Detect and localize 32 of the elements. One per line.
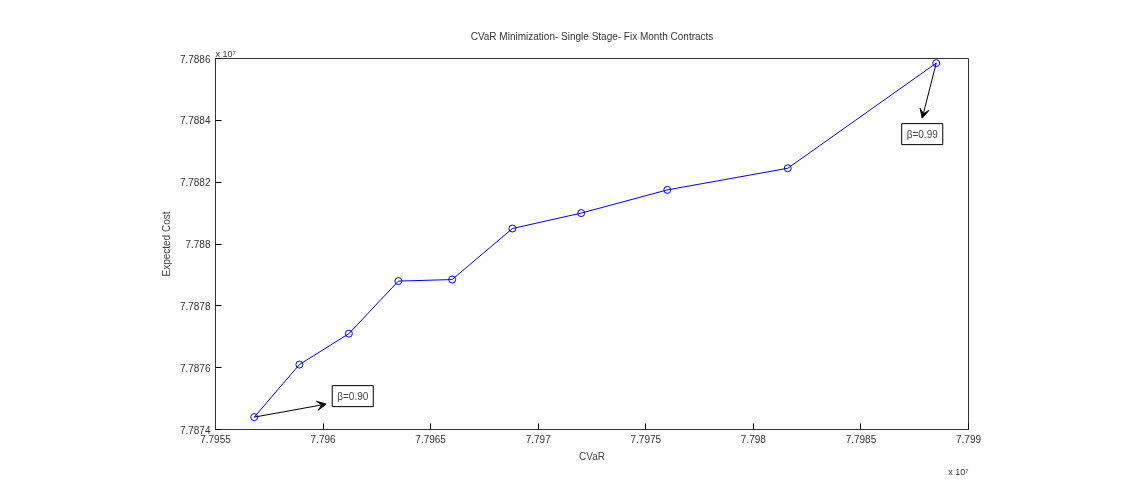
y-tick-label: 7.788	[185, 239, 211, 250]
point	[394, 277, 403, 286]
y-tick-label: 7.7886	[179, 53, 211, 65]
point	[932, 59, 941, 68]
y-tick-label: 7.7874	[179, 424, 211, 436]
y-tick-label: 7.7878	[179, 300, 211, 312]
text: x 10⁷	[948, 466, 969, 477]
x-axis-title: CVaR	[579, 450, 605, 462]
x-tick-label: 7.7965	[415, 433, 447, 445]
y-tick-label: 7.7882	[179, 177, 211, 189]
y-tick-label: 7.7876	[179, 362, 211, 374]
point	[663, 185, 672, 194]
chart-title: CVaR Minimization- Single Stage- Fix Month Contracts	[470, 30, 714, 42]
x-tick-label: 7.799	[955, 433, 982, 445]
text: x 10⁷	[215, 48, 236, 59]
x-tick-label: 7.798	[740, 433, 767, 445]
y-axis-title: Expected Cost	[160, 211, 172, 277]
point	[577, 209, 586, 218]
x-tick-label: 7.796	[310, 433, 337, 445]
annotation: β=0.90	[337, 390, 369, 402]
point	[344, 329, 353, 338]
x-tick-label: 7.7975	[630, 433, 662, 445]
y-tick-label: 7.7884	[179, 115, 211, 127]
point	[295, 360, 304, 369]
point	[448, 275, 457, 284]
x-tick-label: 7.7955	[200, 433, 232, 445]
x-tick-label: 7.7985	[845, 433, 877, 445]
annotation: β=0.99	[906, 128, 939, 140]
x-tick-label: 7.797	[525, 433, 552, 445]
point	[783, 164, 792, 173]
point	[250, 413, 259, 422]
point	[508, 224, 517, 233]
